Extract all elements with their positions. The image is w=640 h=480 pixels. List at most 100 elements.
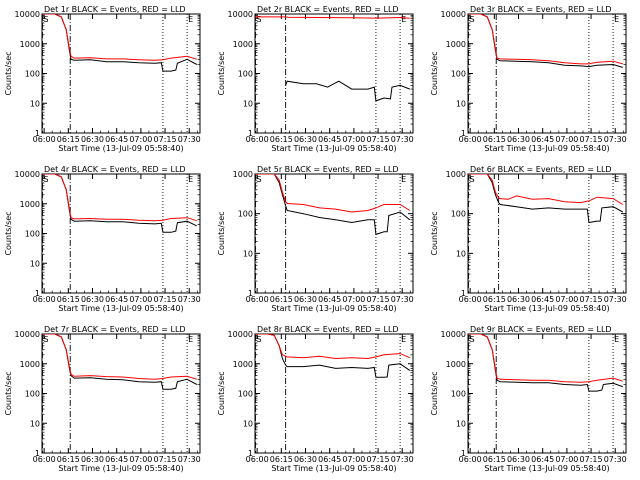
y-tick-label: 1000	[233, 170, 253, 179]
chart-title: Det 1r BLACK = Events, RED = LLD	[44, 5, 186, 14]
y-axis-label: Counts/sec	[217, 371, 226, 415]
y-tick-label: 100	[451, 210, 466, 219]
x-tick-label: 07:30	[391, 135, 414, 144]
series-line-events	[255, 174, 411, 236]
y-tick-label: 100	[25, 70, 40, 79]
x-tick-label: 07:00	[555, 455, 578, 464]
x-tick-label: 06:45	[318, 295, 341, 304]
y-tick-label: 10000	[441, 10, 466, 19]
chart-title: Det 5r BLACK = Events, RED = LLD	[257, 165, 399, 174]
chart-title: Det 3r BLACK = Events, RED = LLD	[470, 5, 612, 14]
y-axis-label: Counts/sec	[430, 51, 439, 95]
y-tick-label: 10	[456, 99, 466, 108]
x-tick-label: 06:30	[507, 295, 530, 304]
chart-panel: Det 5r BLACK = Events, RED = LLD Counts/s…	[217, 165, 414, 313]
x-tick-label: 06:00	[246, 295, 269, 304]
x-tick-label: 07:00	[342, 455, 365, 464]
x-tick-label: 06:45	[105, 135, 128, 144]
chart-panel: Det 8r BLACK = Events, RED = LLD Counts/s…	[217, 325, 414, 473]
series-line-lld	[255, 174, 411, 213]
x-tick-label: 06:30	[81, 135, 104, 144]
event-marker-label: S	[469, 175, 474, 184]
series-line-events	[42, 14, 198, 72]
event-marker-label: E	[401, 15, 406, 24]
event-marker-label: S	[469, 335, 474, 344]
x-tick-label: 06:30	[507, 455, 530, 464]
y-tick-label: 10	[30, 99, 40, 108]
plot-frame	[254, 173, 414, 294]
series-line-events	[468, 174, 624, 224]
series-line-lld	[42, 334, 197, 380]
x-tick-label: 07:30	[178, 295, 201, 304]
y-tick-label: 1000	[20, 40, 40, 49]
chart-panel: Det 9r BLACK = Events, RED = LLD Counts/s…	[430, 325, 627, 473]
x-tick-label: 06:00	[459, 295, 482, 304]
x-tick-label: 06:15	[483, 295, 506, 304]
y-axis-label: Counts/sec	[217, 51, 226, 95]
y-tick-label: 1	[248, 449, 253, 458]
x-axis-label: Start Time (13-Jul-09 05:58:40)	[271, 304, 396, 313]
x-tick-label: 07:15	[580, 135, 603, 144]
x-tick-label: 06:15	[270, 135, 293, 144]
x-tick-label: 07:30	[391, 295, 414, 304]
event-marker-label: E	[614, 175, 619, 184]
y-tick-label: 1000	[233, 40, 253, 49]
chart-panel: Det 1r BLACK = Events, RED = LLD Counts/s…	[4, 5, 201, 153]
plot-frame	[254, 333, 414, 454]
y-tick-label: 1	[461, 289, 466, 298]
x-tick-label: 07:00	[129, 295, 152, 304]
y-tick-label: 10000	[15, 330, 40, 339]
chart-title: Det 7r BLACK = Events, RED = LLD	[44, 325, 186, 334]
x-tick-label: 06:00	[459, 455, 482, 464]
event-marker-label: E	[188, 175, 193, 184]
y-tick-label: 100	[238, 210, 253, 219]
event-marker-label: S	[256, 175, 261, 184]
chart-panel: Det 7r BLACK = Events, RED = LLD Counts/s…	[4, 325, 201, 473]
x-tick-label: 06:15	[270, 295, 293, 304]
x-tick-label: 07:00	[342, 295, 365, 304]
x-tick-label: 06:30	[294, 135, 317, 144]
y-axis-label: Counts/sec	[430, 211, 439, 255]
x-tick-label: 06:45	[531, 295, 554, 304]
chart-title: Det 4r BLACK = Events, RED = LLD	[44, 165, 186, 174]
event-marker-label: S	[43, 175, 48, 184]
y-tick-label: 100	[238, 70, 253, 79]
y-tick-label: 1000	[446, 170, 466, 179]
y-tick-label: 10	[30, 419, 40, 428]
x-axis-label: Start Time (13-Jul-09 05:58:40)	[58, 304, 183, 313]
chart-title: Det 2r BLACK = Events, RED = LLD	[257, 5, 399, 14]
y-tick-label: 1	[248, 289, 253, 298]
x-tick-label: 06:45	[318, 135, 341, 144]
x-axis-label: Start Time (13-Jul-09 05:58:40)	[484, 144, 609, 153]
x-tick-label: 07:15	[367, 455, 390, 464]
series-line-lld	[468, 334, 623, 383]
event-marker-label: E	[614, 15, 619, 24]
x-tick-label: 07:30	[604, 455, 627, 464]
x-axis-label: Start Time (13-Jul-09 05:58:40)	[484, 464, 609, 473]
series-line-lld	[42, 14, 197, 61]
x-tick-label: 07:30	[391, 455, 414, 464]
series-line-lld	[42, 174, 197, 222]
x-tick-label: 07:30	[178, 135, 201, 144]
y-tick-label: 1	[461, 449, 466, 458]
y-tick-label: 10	[456, 249, 466, 258]
x-tick-label: 07:30	[178, 455, 201, 464]
x-tick-label: 07:15	[154, 135, 177, 144]
series-line-events	[42, 174, 198, 233]
x-tick-label: 06:45	[531, 135, 554, 144]
x-axis-label: Start Time (13-Jul-09 05:58:40)	[484, 304, 609, 313]
event-marker-label: E	[188, 335, 193, 344]
x-tick-label: 06:00	[33, 295, 56, 304]
y-tick-label: 10000	[15, 10, 40, 19]
x-tick-label: 06:15	[57, 135, 80, 144]
y-tick-label: 100	[25, 230, 40, 239]
chart-panel: Det 3r BLACK = Events, RED = LLD Counts/s…	[430, 5, 627, 153]
y-tick-label: 10000	[228, 330, 253, 339]
x-tick-label: 07:15	[367, 135, 390, 144]
x-tick-label: 06:30	[507, 135, 530, 144]
event-marker-label: S	[43, 335, 48, 344]
x-tick-label: 07:00	[555, 135, 578, 144]
series-line-lld	[255, 334, 410, 360]
x-tick-label: 07:15	[367, 295, 390, 304]
